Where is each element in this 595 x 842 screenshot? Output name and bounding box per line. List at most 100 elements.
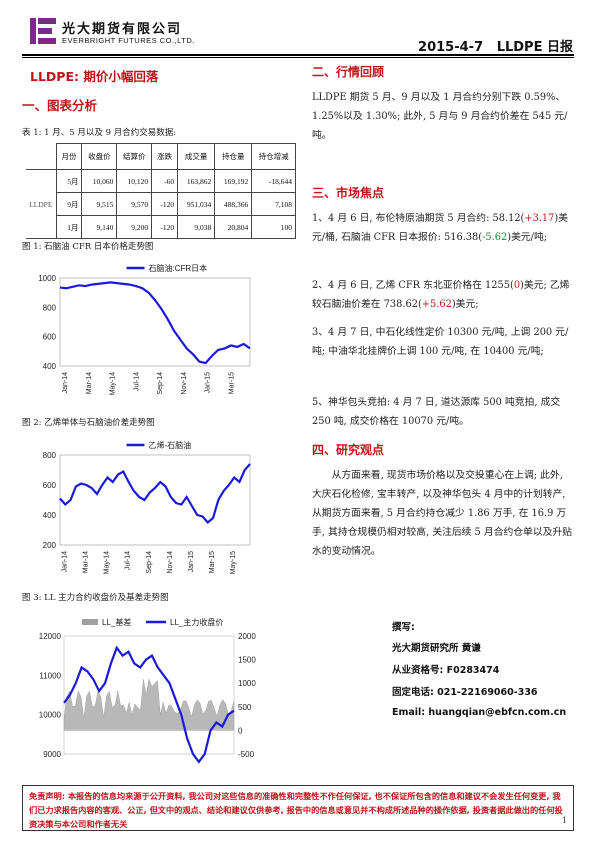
table-header: 月份 bbox=[55, 143, 83, 170]
table-cell: 951,034 bbox=[177, 192, 216, 216]
table-header-row: 月份 收盘价 结算价 涨跌 成交量 持仓量 持仓增减 bbox=[26, 143, 296, 170]
license-number: 从业资格号: F0283474 bbox=[392, 665, 500, 676]
table-cell: -60 bbox=[151, 169, 179, 193]
x-tick-label: Mar-15 bbox=[209, 551, 216, 573]
company-name-cn: 光大期货有限公司 bbox=[62, 22, 183, 37]
y-right-tick-label: 1500 bbox=[238, 656, 256, 665]
y-right-tick-label: 500 bbox=[238, 703, 252, 712]
table-header: 涨跌 bbox=[151, 143, 179, 170]
company-logo-icon bbox=[30, 18, 56, 44]
x-tick-label: Mar-14 bbox=[82, 551, 89, 573]
y-tick-label: 400 bbox=[43, 362, 57, 371]
x-tick-label: Sep-14 bbox=[146, 551, 153, 574]
y-right-tick-label: 0 bbox=[238, 726, 243, 735]
author-heading: 撰写: bbox=[392, 622, 415, 633]
report-date-title: 2015-4-7 LLDPE 日报 bbox=[418, 40, 573, 55]
header-rule bbox=[22, 54, 574, 56]
y-right-tick-label: -500 bbox=[238, 750, 255, 759]
spread-change: +5.62 bbox=[421, 299, 452, 310]
table-cell: 1月 bbox=[55, 215, 83, 239]
price-line bbox=[63, 645, 235, 764]
plot-frame bbox=[59, 454, 251, 546]
figure1-caption: 图 1: 石脑油 CFR 日本价格走势图 bbox=[22, 242, 154, 252]
figure2-caption: 图 2: 乙烯单体与石脑油价差走势图 bbox=[22, 418, 155, 428]
plot-frame bbox=[63, 635, 235, 755]
x-tick-label: May-14 bbox=[110, 372, 117, 395]
email-address[interactable]: Email: huangqian@ebfcn.com.cn bbox=[392, 707, 567, 718]
figure3-caption: 图 3: LL 主力合约收盘价及基差走势图 bbox=[22, 593, 169, 603]
disclaimer-box: 免责声明: 本报告的信息均来源于公开资料, 我公司对这些信息的准确性和完整性不作… bbox=[22, 785, 574, 831]
focus-item-3: 3、4 月 7 日, 中石化线性定价 10300 元/吨, 上调 200 元/吨… bbox=[312, 327, 569, 357]
x-tick-label: Nov-14 bbox=[167, 551, 174, 574]
legend-label-basis: LL_基差 bbox=[102, 617, 131, 627]
table-cell: 9,570 bbox=[116, 192, 153, 216]
report-title: LLDPE: 期价小幅回落 bbox=[30, 69, 159, 84]
table-cell: 20,804 bbox=[214, 215, 253, 239]
x-tick-label: Jan-14 bbox=[61, 551, 68, 573]
y-tick-label: 800 bbox=[43, 451, 57, 460]
table-header: 成交量 bbox=[177, 143, 216, 170]
y-tick-label: 400 bbox=[43, 511, 57, 520]
table-header: 持仓量 bbox=[214, 143, 253, 170]
series-line bbox=[59, 463, 251, 525]
table-row: 1月 9,140 9,200 -120 9,038 20,804 100 bbox=[26, 215, 296, 239]
y-right-tick-label: 1000 bbox=[238, 679, 256, 688]
table-cell: 5月 bbox=[55, 169, 83, 193]
naphtha-price-chart: 400 600 800 1000 Jan-14 Mar-14 May-14 Jul-14 Sep… bbox=[38, 263, 251, 395]
table-cell: -120 bbox=[151, 215, 179, 239]
table-header: 结算价 bbox=[116, 143, 153, 170]
section-market-focus: 三、市场焦点 bbox=[312, 186, 385, 200]
focus-item-2: 2、4 月 6 日, 乙烯 CFR 东北亚价格在 1255(0)美元; 乙烯较石… bbox=[312, 280, 570, 310]
y-tick-label: 800 bbox=[43, 303, 57, 312]
x-tick-label: Mar-14 bbox=[86, 372, 93, 394]
y-tick-label: 600 bbox=[43, 333, 57, 342]
table-cell: 169,192 bbox=[214, 169, 253, 193]
table-cell: 163,862 bbox=[177, 169, 216, 193]
table-header: 收盘价 bbox=[81, 143, 118, 170]
plot-frame bbox=[59, 277, 251, 367]
table-cell: 7,108 bbox=[251, 192, 296, 216]
series-line bbox=[59, 281, 251, 365]
x-tick-label: Sep-14 bbox=[157, 372, 164, 395]
contract-data-table: 月份 收盘价 结算价 涨跌 成交量 持仓量 持仓增减 LLDPE 5月 10,0… bbox=[26, 143, 296, 239]
author-name: 光大期货研究所 黄谦 bbox=[392, 643, 481, 654]
x-tick-label: Jan-14 bbox=[62, 372, 69, 394]
research-view-text: 从方面来看, 现货市场价格以及交投重心在上调; 此外, 大庆石化检修, 宝丰转产… bbox=[312, 470, 573, 557]
x-tick-label: Nov-14 bbox=[181, 372, 188, 395]
y-left-tick-label: 10000 bbox=[39, 711, 62, 720]
naphtha-change: -5.62 bbox=[482, 232, 508, 243]
table-cell: -18,644 bbox=[251, 169, 296, 193]
section-chart-analysis: 一、图表分析 bbox=[22, 98, 98, 113]
brent-change: +3.17 bbox=[524, 213, 555, 224]
x-tick-label: Mar-15 bbox=[228, 372, 235, 394]
section-market-review: 二、行情回顾 bbox=[312, 65, 385, 79]
table-cell: 10,060 bbox=[81, 169, 118, 193]
table-header: 持仓增减 bbox=[251, 143, 296, 170]
legend-label: 石脑油:CFR日本 bbox=[149, 263, 208, 273]
table-cell: -120 bbox=[151, 192, 179, 216]
table-cell: 10,120 bbox=[116, 169, 153, 193]
row-label: LLDPE bbox=[26, 169, 57, 239]
y-tick-label: 1000 bbox=[38, 274, 56, 283]
table-caption: 表 1: 1 月、5 月以及 9 月合约交易数据: bbox=[22, 128, 177, 138]
table-cell: 488,366 bbox=[214, 192, 253, 216]
focus-item-1: 1、4 月 6 日, 布伦特原油期货 5 月合约: 58.12(+3.17)美元… bbox=[312, 213, 569, 243]
ethylene-naphtha-spread-chart: 200 400 600 800 Jan-14 Mar-14 May-14 Jul-14 Sep-… bbox=[43, 440, 251, 574]
market-review-text: LLDPE 期货 5 月、9 月以及 1 月合约分别下跌 0.59%、1.25%… bbox=[312, 92, 568, 141]
table-row: LLDPE 5月 10,060 10,120 -60 163,862 169,1… bbox=[26, 169, 296, 239]
table-cell: 100 bbox=[251, 215, 296, 239]
y-left-tick-label: 11000 bbox=[39, 671, 61, 680]
page-number: 1 bbox=[561, 816, 567, 825]
header-rule-thin bbox=[22, 57, 574, 58]
x-tick-label: Jul-14 bbox=[125, 551, 132, 570]
phone-number: 固定电话: 021-22169060-336 bbox=[392, 687, 538, 698]
table-cell: 9,200 bbox=[116, 215, 153, 239]
table-row: 9月 9,515 9,570 -120 951,034 488,366 7,10… bbox=[26, 192, 296, 216]
y-tick-label: 200 bbox=[43, 541, 57, 550]
section-research-view: 四、研究观点 bbox=[312, 443, 385, 457]
table-cell: 9,140 bbox=[81, 215, 118, 239]
company-name-en: EVERBRIGHT FUTURES CO.,LTD. bbox=[62, 36, 195, 45]
y-tick-label: 600 bbox=[43, 481, 57, 490]
x-tick-label: May-14 bbox=[104, 551, 111, 574]
ethylene-change: 0 bbox=[513, 280, 521, 291]
